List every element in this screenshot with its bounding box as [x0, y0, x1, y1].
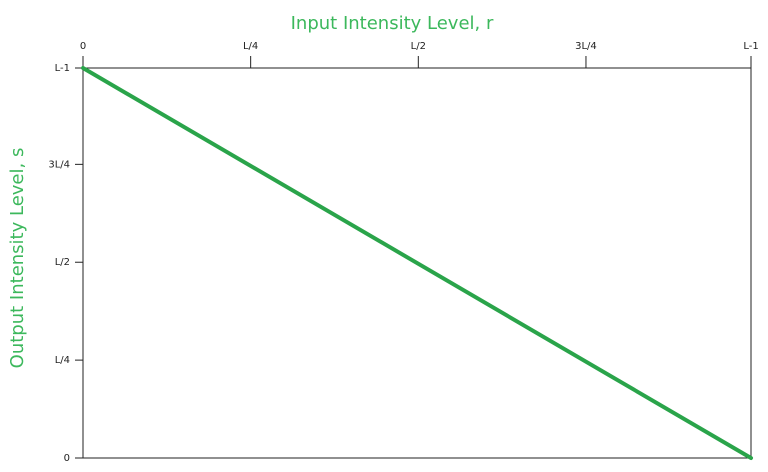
- x-tick-label: 0: [80, 41, 86, 52]
- y-tick-label: 3L/4: [48, 159, 70, 170]
- y-tick-label: L/2: [55, 257, 70, 268]
- line-series: [81, 66, 753, 460]
- x-axis-title: Input Intensity Level, r: [291, 13, 494, 34]
- x-tick-label: 3L/4: [575, 41, 597, 52]
- y-tick-label: 0: [64, 453, 70, 464]
- x-tick-label: L/2: [411, 41, 426, 52]
- y-tick-label: L-1: [55, 63, 70, 74]
- x-tick-label: L-1: [743, 41, 758, 52]
- plot-frame: [82, 67, 752, 459]
- y-tick-label: L/4: [55, 355, 70, 366]
- y-axis-title: Output Intensity Level, s: [7, 148, 28, 369]
- x-tick-label: L/4: [243, 41, 258, 52]
